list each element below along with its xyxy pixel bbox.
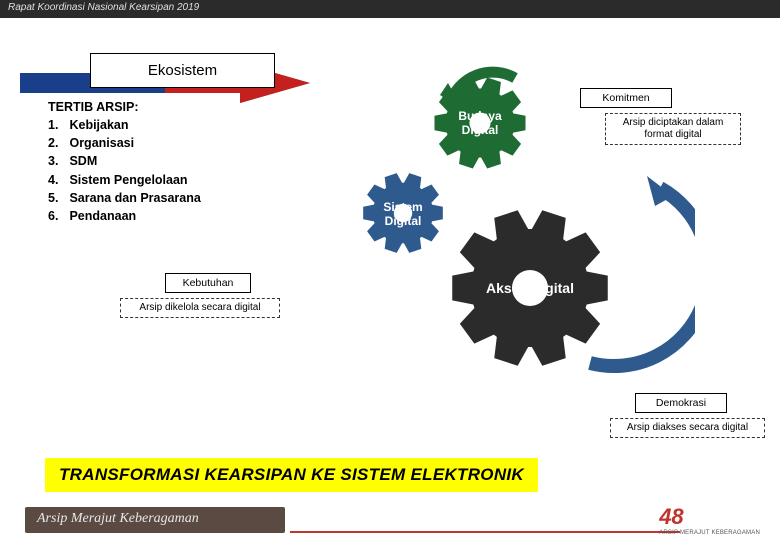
ekosistem-box: Ekosistem	[90, 53, 275, 88]
tag-demokrasi: Demokrasi	[635, 393, 727, 413]
tag-komitmen: Komitmen	[580, 88, 672, 108]
tertib-arsip-list: TERTIB ARSIP: 1. Kebijakan2. Organisasi3…	[48, 98, 201, 225]
tag-arsip-dikelola: Arsip dikelola secara digital	[120, 298, 280, 318]
tertib-item: 4. Sistem Pengelolaan	[48, 171, 201, 189]
transformation-title: TRANSFORMASI KEARSIPAN KE SISTEM ELEKTRO…	[45, 458, 538, 492]
footer-divider	[290, 531, 680, 533]
gear-akses-label: Akses Digital	[480, 280, 580, 296]
footer-slogan: Arsip Merajut Keberagaman	[25, 507, 285, 533]
tertib-item: 6. Pendanaan	[48, 207, 201, 225]
tertib-item: 5. Sarana dan Prasarana	[48, 189, 201, 207]
tertib-item: 2. Organisasi	[48, 134, 201, 152]
footer-logo-48: 48 ARSIP MERAJUT KEBERAGAMAN	[659, 504, 760, 536]
tag-kebutuhan: Kebutuhan	[165, 273, 251, 293]
footer: Arsip Merajut Keberagaman 48 ARSIP MERAJ…	[0, 500, 780, 540]
tag-arsip-diciptakan: Arsip diciptakan dalamformat digital	[605, 113, 741, 145]
tertib-item: 1. Kebijakan	[48, 116, 201, 134]
diagram-area: Ekosistem TERTIB ARSIP: 1. Kebijakan2. O…	[0, 18, 780, 498]
gear-sistem-label: SistemDigital	[375, 201, 431, 229]
top-header-bar: Rapat Koordinasi Nasional Kearsipan 2019	[0, 0, 780, 18]
tag-arsip-diakses: Arsip diakses secara digital	[610, 418, 765, 438]
tertib-item: 3. SDM	[48, 152, 201, 170]
tertib-header: TERTIB ARSIP:	[48, 98, 201, 116]
tertib-items: 1. Kebijakan2. Organisasi3. SDM4. Sistem…	[48, 116, 201, 225]
gear-budaya-label: BudayaDigital	[452, 110, 508, 138]
